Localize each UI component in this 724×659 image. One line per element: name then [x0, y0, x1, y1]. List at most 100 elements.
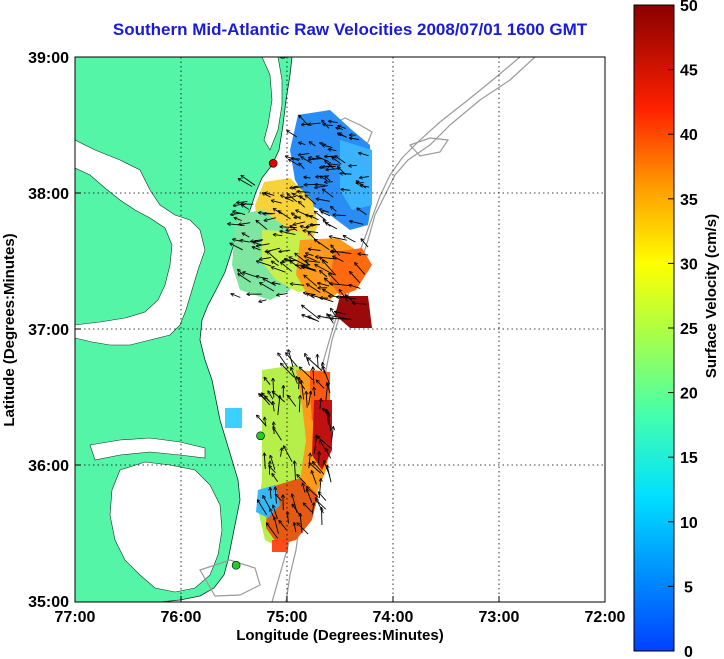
velocity-arrow [307, 284, 321, 294]
delaware-bay [261, 57, 283, 151]
pamlico-sound [109, 461, 223, 593]
velocity-arrow [307, 490, 313, 503]
velocity-arrow [350, 221, 364, 225]
velocity-arrow [233, 239, 241, 241]
velocity-arrow [327, 314, 334, 324]
grid-lines [75, 57, 605, 602]
velocity-arrow [313, 367, 314, 385]
velocity-arrow [340, 173, 352, 174]
velocity-arrow [254, 241, 263, 243]
colorbar-tick-label: 45 [680, 63, 698, 80]
velocity-arrow [318, 283, 330, 287]
velocity-arrow [299, 143, 306, 145]
velocity-arrow [275, 487, 276, 504]
velocity-arrow [315, 265, 335, 276]
velocity-arrow [331, 309, 337, 318]
velocity-arrow [331, 318, 352, 319]
velocity-arrow [263, 193, 271, 198]
velocity-arrow [355, 263, 366, 275]
velocity-arrow [297, 523, 309, 535]
velocity-arrow [322, 120, 330, 129]
velocity-arrow [333, 215, 346, 216]
velocity-arrow [317, 380, 325, 389]
radar-stations [231, 57, 287, 570]
velocity-arrow [266, 247, 280, 252]
velocity-arrow [319, 492, 327, 501]
velocity-arrow [238, 270, 245, 276]
velocity-arrow [272, 474, 279, 483]
velocity-arrow [291, 368, 298, 384]
velocity-arrow [233, 211, 246, 215]
velocity-arrow [305, 354, 310, 366]
velocity-arrow [328, 164, 341, 166]
velocity-arrow [306, 392, 307, 408]
velocity-arrow [309, 233, 320, 245]
velocity-arrow [272, 261, 279, 266]
velocity-arrow [253, 247, 261, 251]
velocity-arrow [294, 461, 295, 481]
velocity-arrow [293, 187, 304, 188]
velocity-arrow [323, 145, 333, 149]
velocity-arrow [265, 217, 276, 221]
velocity-arrow [286, 353, 298, 367]
x-tick-label: 75:00 [267, 609, 308, 626]
x-tick-label: 72:00 [585, 609, 626, 626]
velocity-arrow [329, 274, 340, 285]
velocity-arrow [309, 454, 310, 469]
velocity-arrow [339, 290, 348, 302]
velocity-arrow [256, 221, 268, 230]
velocity-arrow [280, 227, 297, 228]
velocity-arrow [287, 131, 298, 138]
colorbar [633, 4, 675, 652]
velocity-arrow [242, 205, 249, 210]
velocity-arrow [344, 236, 356, 243]
tick-marks [75, 192, 500, 602]
velocity-arrow [299, 163, 305, 170]
velocity-arrow [273, 283, 281, 285]
velocity-arrow [315, 212, 326, 221]
velocity-arrow [323, 261, 337, 276]
velocity-arrow [264, 378, 271, 386]
velocity-arrow [259, 394, 266, 401]
velocity-arrow [323, 290, 334, 297]
velocity-arrow [312, 503, 314, 515]
radar-station-marker [256, 431, 265, 441]
velocity-arrow [319, 452, 320, 464]
velocity-arrow [320, 209, 329, 213]
velocity-arrow [335, 156, 346, 164]
velocity-arrow [361, 239, 369, 248]
velocity-arrow [267, 252, 280, 263]
velocity-arrow [304, 177, 311, 178]
velocity-arrow [304, 503, 313, 513]
velocity-arrow [278, 353, 289, 369]
velocity-arrow [359, 254, 369, 255]
velocity-arrow [327, 410, 329, 425]
velocity-arrow [243, 233, 250, 238]
velocity-arrow [349, 285, 361, 289]
velocity-arrow [360, 177, 369, 178]
velocity-arrow [321, 212, 331, 217]
velocity-arrow [320, 440, 326, 449]
velocity-arrow [239, 179, 253, 187]
velocity-arrow [338, 126, 346, 129]
velocity-arrow [276, 495, 282, 502]
velocity-arrow [273, 506, 278, 520]
velocity-arrow [241, 176, 256, 186]
velocity-arrow [297, 475, 306, 485]
velocity-arrow [299, 153, 310, 155]
velocity-arrow [350, 138, 360, 140]
velocity-arrow [357, 183, 364, 184]
velocity-arrow [317, 436, 332, 449]
velocity-arrow [316, 257, 337, 260]
velocity-arrow [301, 157, 312, 164]
velocity-arrow [308, 316, 320, 323]
velocity-arrow [325, 161, 334, 170]
velocity-arrow [268, 391, 274, 400]
velocity-arrow [299, 396, 300, 413]
velocity-arrow [327, 466, 332, 483]
velocity-arrow [279, 521, 287, 531]
radar-station-marker [268, 158, 278, 168]
velocity-arrow [302, 267, 316, 271]
velocity-arrow [288, 396, 297, 407]
velocity-arrow [331, 207, 337, 212]
